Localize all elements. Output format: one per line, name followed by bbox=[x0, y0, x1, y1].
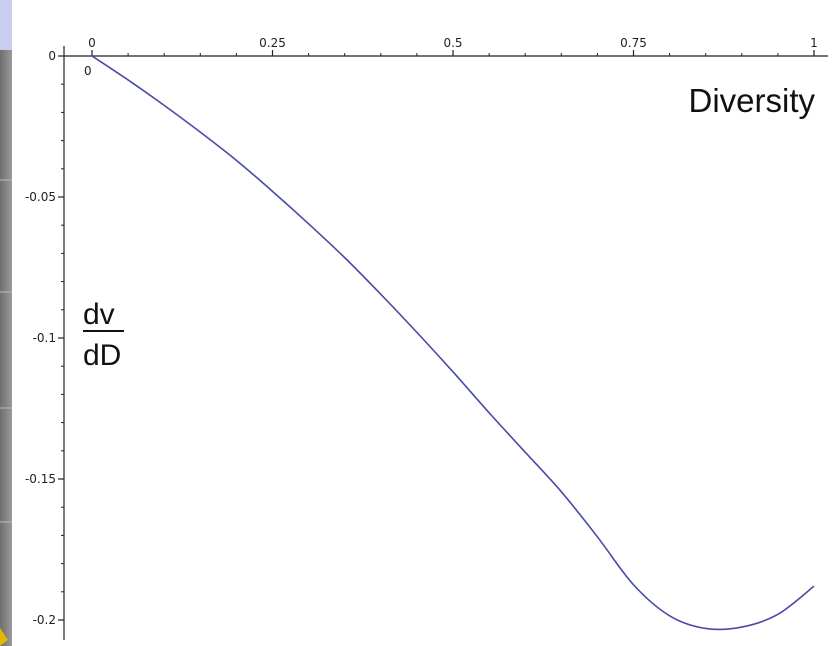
x-tick-label: 0.75 bbox=[620, 36, 647, 50]
axes bbox=[63, 46, 828, 640]
series-line bbox=[91, 55, 815, 631]
y-axis-title-denominator: dD bbox=[83, 339, 121, 372]
y-tick-label: -0.05 bbox=[25, 190, 56, 204]
left-edge-strip bbox=[0, 0, 12, 646]
x-axis-title: Diversity bbox=[688, 82, 815, 119]
x-tick-label: 0.5 bbox=[443, 36, 462, 50]
left-edge-strip-graphic bbox=[0, 0, 12, 646]
x-tick-label: 0 bbox=[88, 36, 96, 50]
x-minor-ticks bbox=[127, 53, 779, 56]
y-ticks: 0 -0.05 -0.1 -0.15 -0.2 bbox=[25, 49, 64, 627]
y-tick-label: -0.15 bbox=[25, 472, 56, 486]
x-tick-label: 0.25 bbox=[259, 36, 286, 50]
y-tick-label: -0.1 bbox=[33, 331, 56, 345]
y-axis-title-numerator: dv bbox=[83, 298, 115, 331]
x-ticks: 0 0.25 0.5 0.75 1 bbox=[88, 36, 818, 56]
y-tick-label: 0 bbox=[48, 49, 56, 63]
x-tick-label: 1 bbox=[810, 36, 818, 50]
origin-label: 0 bbox=[84, 64, 92, 78]
y-tick-label: -0.2 bbox=[33, 613, 56, 627]
y-minor-ticks bbox=[61, 83, 64, 593]
y-axis-title: dv dD bbox=[83, 298, 124, 372]
